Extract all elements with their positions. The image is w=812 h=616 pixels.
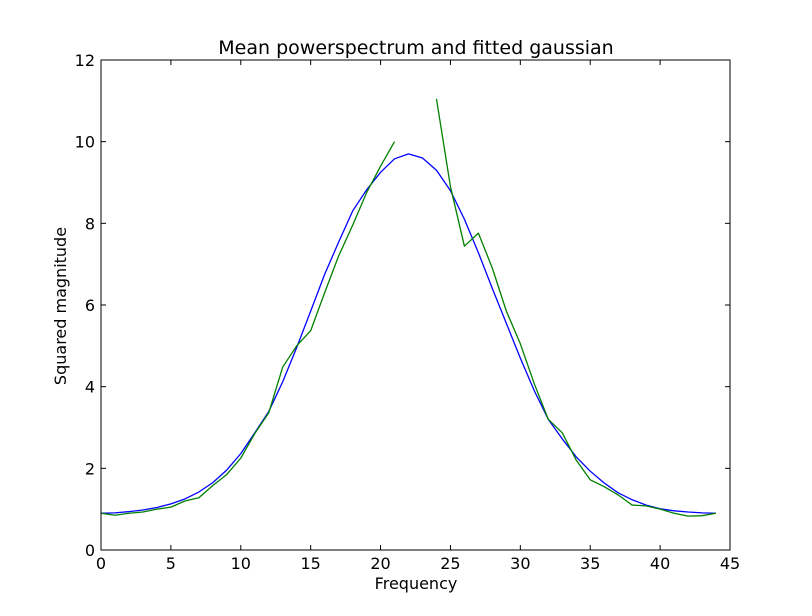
x-tick-label: 30 — [510, 554, 530, 573]
y-tick-label: 12 — [75, 51, 95, 70]
series-2-line-segment-1 — [101, 141, 396, 516]
y-tick-label: 6 — [85, 296, 95, 315]
chart-title: Mean powerspectrum and fitted gaussian — [218, 37, 613, 59]
x-tick-label: 45 — [720, 554, 740, 573]
x-tick-label: 5 — [166, 554, 176, 573]
y-axis-label: Squared magnitude — [51, 227, 70, 385]
x-tick-label: 15 — [300, 554, 320, 573]
axes-frame — [100, 59, 731, 551]
y-tick-label: 8 — [85, 214, 95, 233]
plot-area: 0 5 10 15 20 25 30 35 40 45 0 2 4 6 8 10 12 — [75, 51, 741, 573]
x-tick-label: 35 — [580, 554, 600, 573]
series-1-line — [101, 153, 717, 514]
x-tick-label: 10 — [231, 554, 251, 573]
y-tick-label: 4 — [85, 378, 95, 397]
series-2-line-segment-2 — [435, 98, 717, 517]
y-tick-label: 0 — [85, 541, 95, 560]
x-axis-label: Frequency — [375, 574, 458, 593]
y-tick-label: 10 — [75, 133, 95, 152]
x-tick-label: 0 — [96, 554, 106, 573]
y-tick-label: 2 — [85, 459, 95, 478]
x-tick-label: 25 — [440, 554, 460, 573]
x-tick-label: 40 — [650, 554, 670, 573]
x-tick-label: 20 — [370, 554, 390, 573]
